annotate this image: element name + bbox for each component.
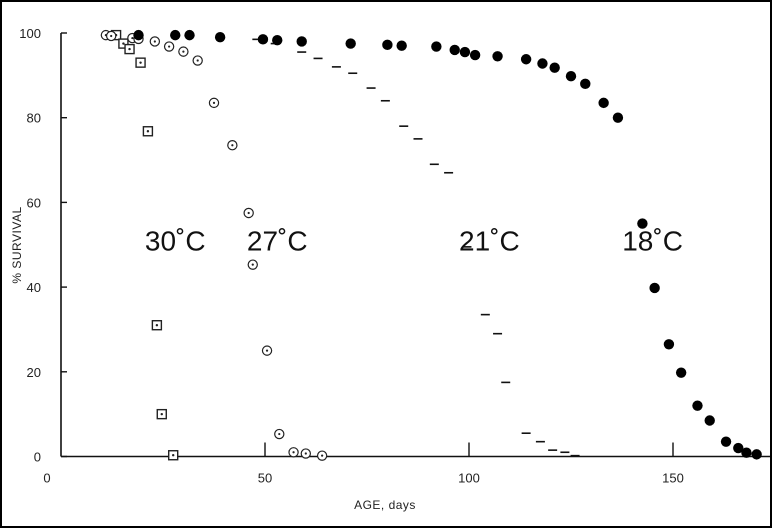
- square-dot-point: [142, 126, 154, 137]
- filled-circle-point: [598, 97, 609, 109]
- circle-dot-point: [192, 55, 203, 66]
- filled-circle-point: [449, 44, 460, 56]
- circle-dot-point: [247, 259, 258, 270]
- filled-circle-point: [469, 49, 481, 61]
- temperature-label: 18˚C: [622, 226, 683, 257]
- filled-circle-point: [214, 32, 226, 43]
- filled-circle-point: [431, 41, 442, 52]
- circle-dot-point: [163, 41, 175, 52]
- y-ticks: 0 20 40 60 80 100: [19, 26, 67, 465]
- circle-dot-point: [208, 97, 220, 109]
- filled-circle-point: [492, 51, 503, 62]
- filled-circle-point: [741, 447, 752, 458]
- x-tick-label: 50: [258, 471, 272, 486]
- square-dot-point: [167, 450, 179, 461]
- circle-dot-point: [261, 345, 273, 356]
- circle-dot-point: [227, 140, 238, 151]
- circle-dot-point: [316, 450, 328, 461]
- y-tick-label: 20: [27, 365, 41, 380]
- circle-dot-point: [178, 46, 189, 57]
- filled-circle-point: [751, 449, 762, 460]
- circle-dot-point: [288, 447, 299, 458]
- filled-circle-point: [580, 78, 591, 90]
- circle-dot-point: [105, 30, 117, 42]
- y-tick-label: 0: [34, 450, 41, 465]
- y-tick-label: 80: [27, 111, 41, 126]
- x-axis-title: AGE, days: [354, 498, 416, 512]
- filled-circle-point: [396, 40, 407, 51]
- y-tick-label: 100: [19, 26, 41, 41]
- filled-circle-point: [675, 367, 687, 378]
- circle-dot-point: [149, 36, 161, 47]
- data-points: [100, 29, 762, 461]
- filled-circle-point: [565, 70, 577, 82]
- filled-circle-point: [549, 62, 560, 73]
- temperature-label: 21˚C: [459, 226, 520, 257]
- filled-circle-point: [272, 34, 283, 46]
- square-dot-point: [156, 408, 167, 420]
- filled-circle-point: [184, 29, 195, 41]
- square-dot-point: [135, 57, 146, 68]
- filled-circle-point: [133, 29, 144, 41]
- filled-circle-point: [649, 282, 660, 294]
- square-dot-point: [124, 43, 135, 55]
- square-dot-point: [118, 38, 129, 49]
- filled-circle-point: [704, 415, 715, 426]
- temperature-labels: 30˚C 27˚C 21˚C 18˚C: [145, 226, 683, 257]
- x-tick-label: 0: [43, 471, 50, 486]
- temperature-label: 30˚C: [145, 226, 206, 257]
- filled-circle-point: [733, 442, 744, 454]
- filled-circle-point: [537, 58, 548, 69]
- y-axis-title: % SURVIVAL: [10, 206, 24, 283]
- filled-circle-point: [637, 218, 648, 229]
- filled-circle-point: [692, 400, 703, 411]
- x-tick-label: 150: [662, 471, 684, 486]
- filled-circle-point: [612, 112, 624, 123]
- circle-dot-point: [300, 448, 311, 459]
- filled-circle-point: [459, 46, 471, 58]
- filled-circle-point: [520, 54, 532, 65]
- x-tick-label: 100: [458, 471, 480, 486]
- square-dot-point: [151, 320, 163, 331]
- temperature-label: 27˚C: [247, 226, 308, 257]
- circle-dot-point: [274, 428, 285, 440]
- filled-circle-point: [345, 38, 356, 49]
- x-ticks: 0 50 100 150: [43, 442, 684, 486]
- filled-circle-point: [170, 29, 181, 41]
- circle-dot-point: [243, 207, 254, 219]
- y-tick-label: 60: [27, 195, 41, 210]
- y-tick-label: 40: [27, 280, 41, 295]
- filled-circle-point: [382, 39, 393, 51]
- filled-circle-point: [296, 36, 307, 47]
- filled-circle-point: [257, 34, 269, 45]
- filled-circle-point: [720, 436, 732, 447]
- filled-circle-point: [663, 339, 675, 350]
